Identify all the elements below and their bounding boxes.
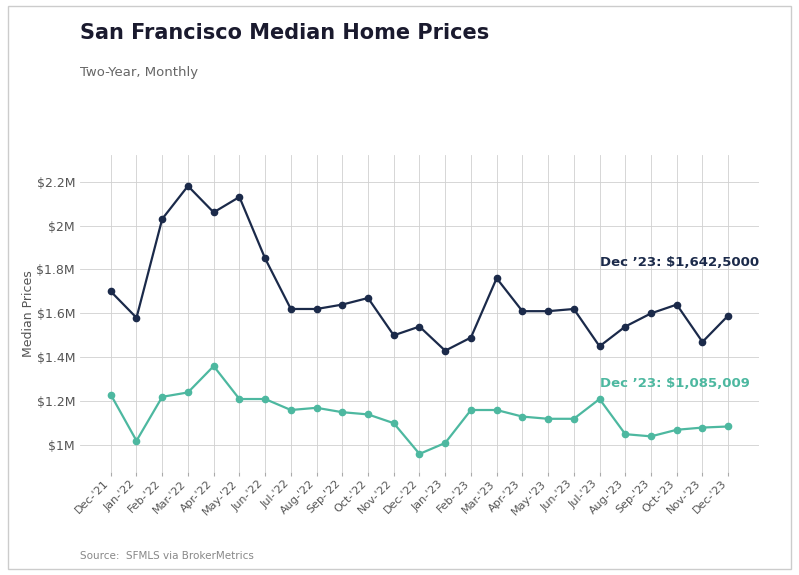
Text: Source:  SFMLS via BrokerMetrics: Source: SFMLS via BrokerMetrics (80, 551, 254, 561)
Text: Dec ’23: $1,085,009: Dec ’23: $1,085,009 (599, 377, 749, 390)
Y-axis label: Median Prices: Median Prices (22, 270, 34, 356)
Text: Two-Year, Monthly: Two-Year, Monthly (80, 66, 198, 79)
Text: Dec ’23: $1,642,5000: Dec ’23: $1,642,5000 (599, 256, 759, 269)
Text: San Francisco Median Home Prices: San Francisco Median Home Prices (80, 23, 489, 43)
